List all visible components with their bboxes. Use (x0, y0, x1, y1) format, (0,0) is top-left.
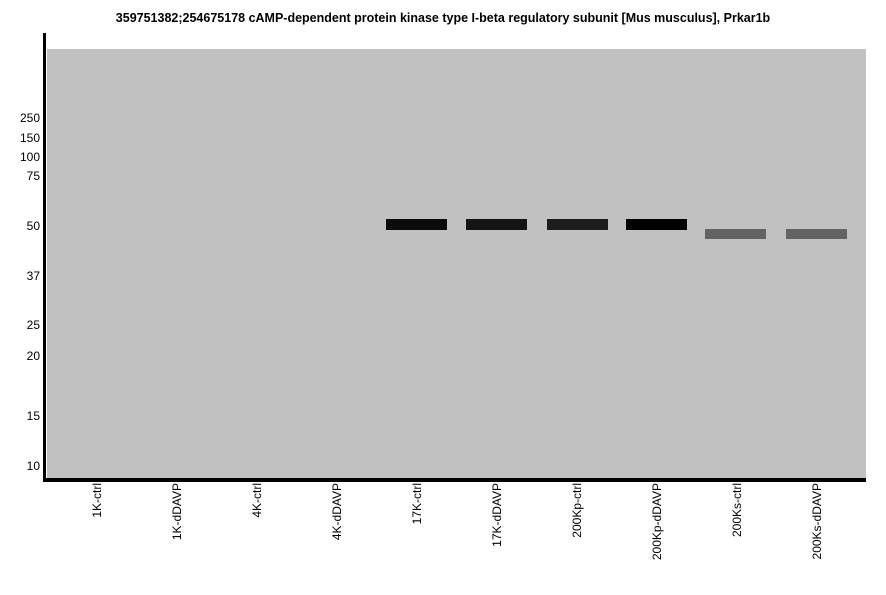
lane-label-4K-dDAVP: 4K-dDAVP (330, 483, 344, 541)
lane-label-200Ks-dDAVP: 200Ks-dDAVP (810, 483, 824, 560)
band-17K-dDAVP (465, 219, 527, 230)
lane-label-200Kp-ctrl: 200Kp-ctrl (570, 483, 584, 538)
mw-marker-label-250: 250 (19, 111, 40, 125)
band-200Kp-dDAVP (625, 219, 687, 230)
x-axis-line (43, 478, 866, 482)
mw-marker-label-50: 50 (26, 219, 40, 233)
lane-label-200Ks-ctrl: 200Ks-ctrl (730, 483, 744, 538)
mw-marker-label-15: 15 (26, 409, 40, 423)
gel-area (47, 49, 866, 478)
lane-label-1K-dDAVP: 1K-dDAVP (170, 483, 184, 541)
mw-marker-label-25: 25 (26, 318, 40, 332)
band-200Ks-dDAVP (785, 229, 847, 239)
mw-marker-label-100: 100 (19, 150, 40, 164)
band-200Kp-ctrl (546, 219, 608, 230)
lane-label-200Kp-dDAVP: 200Kp-dDAVP (650, 483, 664, 561)
y-axis-line (43, 33, 46, 482)
mw-marker-label-150: 150 (19, 131, 40, 145)
lane-label-17K-ctrl: 17K-ctrl (410, 483, 424, 525)
chart-title: 359751382;254675178 cAMP-dependent prote… (115, 11, 771, 25)
mw-marker-label-20: 20 (26, 349, 40, 363)
band-200Ks-ctrl (704, 229, 766, 239)
lane-label-1K-ctrl: 1K-ctrl (90, 483, 104, 518)
lane-label-4K-ctrl: 4K-ctrl (250, 483, 264, 518)
mw-marker-label-37: 37 (26, 269, 40, 283)
band-17K-ctrl (385, 219, 447, 230)
mw-marker-label-75: 75 (26, 169, 40, 183)
mw-marker-label-10: 10 (26, 459, 40, 473)
lane-label-17K-dDAVP: 17K-dDAVP (490, 483, 504, 547)
